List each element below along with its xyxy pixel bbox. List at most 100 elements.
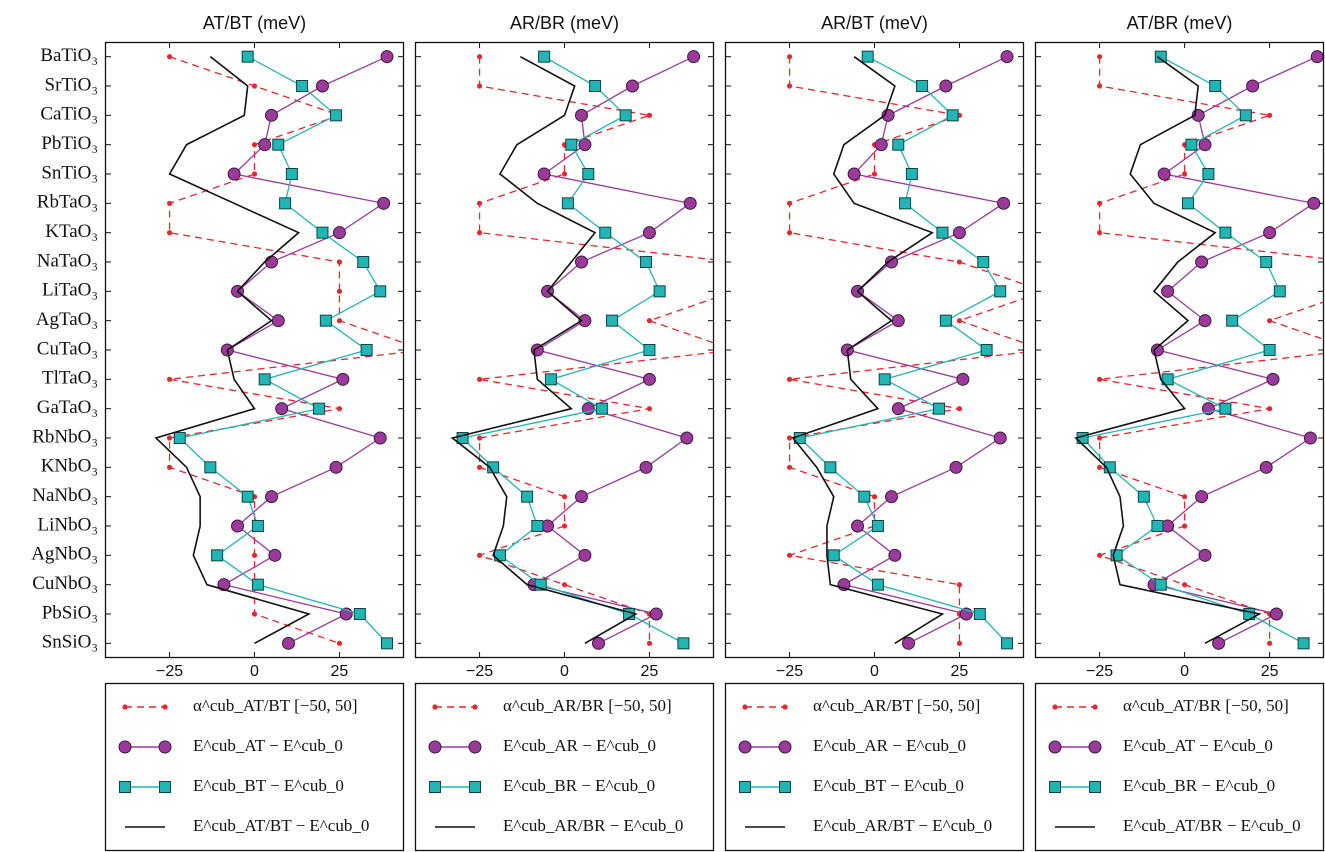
y-tick-label: RbNbO₃ <box>32 426 98 447</box>
y-tick-label: CuNbO₃ <box>32 573 98 594</box>
marker-square <box>279 197 292 210</box>
marker-square <box>313 402 326 415</box>
marker-circle <box>217 578 231 592</box>
marker-square <box>251 578 264 591</box>
marker-square <box>871 578 884 591</box>
marker-dot <box>646 318 653 324</box>
y-tick-label: KTaO₃ <box>45 221 98 242</box>
marker-circle <box>377 196 391 210</box>
marker-circle <box>578 314 592 328</box>
marker-square <box>1137 490 1150 503</box>
y-tick-label: SnSiO₃ <box>42 632 98 653</box>
y-tick-label: BaTiO₃ <box>40 45 98 66</box>
marker-square <box>241 50 254 63</box>
marker-dot <box>166 376 173 382</box>
marker-dot <box>336 259 343 265</box>
marker-circle <box>574 490 588 504</box>
series-line <box>154 56 311 645</box>
marker-dot <box>336 318 343 324</box>
marker-square <box>994 285 1007 298</box>
marker-circle <box>1195 490 1209 504</box>
marker-circle <box>1246 79 1260 93</box>
marker-square <box>599 226 612 239</box>
marker-square <box>561 197 574 210</box>
legend-label: E^cub_BT − E^cub_0 <box>193 776 344 795</box>
marker-circle <box>874 138 888 152</box>
legend-label: E^cub_BR − E^cub_0 <box>503 776 655 795</box>
marker-dot <box>1267 318 1273 324</box>
marker-square <box>1161 373 1174 386</box>
marker-circle <box>901 636 915 650</box>
marker-square <box>1209 80 1222 92</box>
marker-square <box>531 520 544 532</box>
legend-label: E^cub_BR − E^cub_0 <box>1123 776 1275 795</box>
marker-circle <box>680 431 694 445</box>
marker-dot <box>1097 464 1103 470</box>
marker-square <box>1219 402 1232 415</box>
marker-circle <box>264 255 278 269</box>
legend-label: α^cub_AT/BT [−50, 50] <box>193 696 358 715</box>
legend-label: E^cub_AT/BR − E^cub_0 <box>1123 816 1301 835</box>
legend-marker <box>122 704 128 710</box>
marker-dot <box>336 406 343 412</box>
marker-dot <box>956 582 963 588</box>
marker-dot <box>1267 640 1273 646</box>
legend-marker <box>432 704 438 710</box>
legend-label: α^cub_AR/BT [−50, 50] <box>813 696 980 715</box>
series-line <box>791 56 945 645</box>
marker-dot <box>732 259 737 264</box>
marker-square <box>538 50 551 63</box>
legend-marker <box>738 740 752 754</box>
legend-marker <box>429 781 441 793</box>
x-tick-label: 25 <box>1261 663 1279 680</box>
y-tick-label: AgTaO₃ <box>36 309 98 330</box>
marker-square <box>211 549 224 562</box>
series-line <box>477 56 714 644</box>
marker-circle <box>591 636 605 650</box>
marker-circle <box>1198 314 1212 328</box>
legend-label: E^cub_AT/BT − E^cub_0 <box>193 816 369 835</box>
x-tick-label: −25 <box>776 663 803 680</box>
panel-title: AT/BT (meV) <box>203 13 306 33</box>
marker-dot <box>786 83 793 89</box>
marker-square <box>534 578 547 591</box>
series-line <box>1152 56 1318 644</box>
panel-title: AT/BR (meV) <box>1127 13 1233 33</box>
legend-label: E^cub_BT − E^cub_0 <box>813 776 964 795</box>
marker-dot <box>476 464 483 470</box>
series-line <box>1074 56 1262 645</box>
marker-dot <box>1042 289 1047 294</box>
plot-area <box>450 50 737 650</box>
y-tick-label: AgNbO₃ <box>31 544 98 565</box>
marker-square <box>1001 637 1014 650</box>
marker-dot <box>1097 435 1103 441</box>
marker-dot <box>646 640 653 646</box>
marker-square <box>653 285 666 298</box>
plot-frame <box>1034 41 1325 659</box>
marker-dot <box>251 552 258 558</box>
y-tick-label: KNbO₃ <box>41 456 98 477</box>
marker-circle <box>1307 196 1321 210</box>
marker-square <box>606 314 619 327</box>
panel: AR/BR (meV) −25 0 25 α^cub_AR/BR [−50, 50] E^… <box>414 13 737 852</box>
marker-dot <box>956 259 963 265</box>
y-tick-label: LiTaO₃ <box>42 280 98 301</box>
marker-square <box>1202 168 1215 180</box>
legend-marker <box>468 740 482 754</box>
legend-label: E^cub_AT − E^cub_0 <box>193 736 343 755</box>
plot-frame <box>104 41 405 659</box>
x-tick-label: −25 <box>466 663 493 680</box>
marker-dot <box>561 523 568 529</box>
marker-square <box>827 549 840 562</box>
x-tick-label: −25 <box>156 663 183 680</box>
marker-circle <box>642 372 656 386</box>
legend-marker <box>742 704 748 710</box>
marker-dot <box>166 54 173 60</box>
marker-circle <box>1000 50 1014 64</box>
legend-marker <box>119 781 131 793</box>
marker-dot <box>732 347 737 352</box>
marker-circle <box>956 372 970 386</box>
series-line <box>788 56 1024 644</box>
